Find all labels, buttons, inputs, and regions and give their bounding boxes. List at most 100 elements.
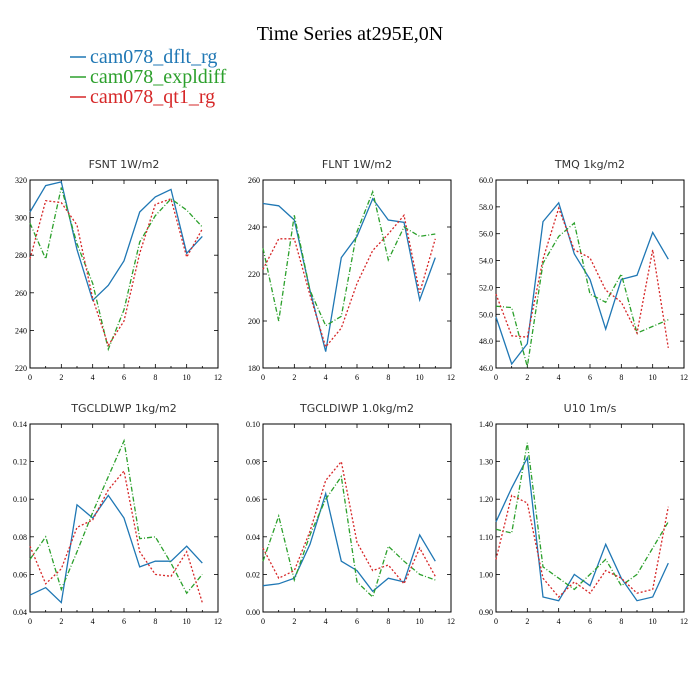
y-tick-label: 0.10	[13, 495, 27, 504]
panel-title: TGCLDIWP 1.0kg/m2	[299, 402, 414, 415]
y-tick-label: 0.02	[246, 570, 260, 579]
panel-2: FLNT 1W/m2 0 2 4 6 8 10 12 180 200 220 240 260	[248, 158, 455, 382]
x-tick-label: 12	[447, 617, 455, 626]
y-tick-label: 0.90	[479, 608, 493, 617]
x-tick-label: 10	[183, 617, 191, 626]
x-tick-label: 6	[588, 373, 592, 382]
legend-label-dflt: cam078_dflt_rg	[90, 46, 217, 68]
y-tick-label: 260	[248, 176, 260, 185]
y-tick-label: 0.06	[246, 495, 260, 504]
x-tick-label: 8	[386, 617, 390, 626]
y-tick-label: 220	[15, 364, 27, 373]
series-line-expl	[495, 442, 669, 591]
plot-frame	[262, 423, 452, 613]
y-tick-label: 46.0	[479, 364, 493, 373]
y-tick-label: 260	[15, 289, 27, 298]
y-tick-label: 1.30	[479, 458, 493, 467]
x-tick-label: 6	[355, 617, 359, 626]
x-tick-label: 0	[494, 617, 498, 626]
x-tick-label: 6	[122, 373, 126, 382]
series-line-expl	[29, 438, 203, 595]
legend-label-expl: cam078_expldiff	[90, 66, 227, 88]
y-tick-label: 240	[15, 326, 27, 335]
x-tick-label: 2	[292, 373, 296, 382]
x-tick-label: 10	[183, 373, 191, 382]
series-line-qt1	[29, 469, 203, 603]
x-tick-label: 6	[122, 617, 126, 626]
legend-entry-dflt: cam078_dflt_rg	[70, 46, 217, 68]
legend-label-qt1: cam078_qt1_rg	[90, 86, 215, 108]
y-tick-label: 0.00	[246, 608, 260, 617]
y-tick-label: 200	[248, 317, 260, 326]
y-tick-label: 52.0	[479, 283, 493, 292]
series-line-dflt	[262, 491, 436, 593]
series-line-dflt	[29, 181, 203, 302]
series-line-dflt	[495, 201, 669, 366]
panel-title: TGCLDLWP 1kg/m2	[70, 402, 176, 415]
y-tick-label: 0.12	[13, 458, 27, 467]
y-tick-label: 50.0	[479, 310, 493, 319]
panel-6: U10 1m/s 0 2 4 6 8 10 12 0.90 1.00 1.10 1.20 1.30 1.4…	[479, 402, 688, 626]
x-tick-label: 12	[680, 617, 688, 626]
x-tick-label: 10	[416, 617, 424, 626]
x-tick-label: 4	[91, 617, 95, 626]
panel-4: TGCLDLWP 1kg/m2 0 2 4 6 8 10 12 0.04 0.06 0.08 0.10…	[13, 402, 222, 626]
x-tick-label: 8	[619, 373, 623, 382]
y-tick-label: 300	[15, 214, 27, 223]
x-tick-label: 8	[619, 617, 623, 626]
y-tick-label: 58.0	[479, 203, 493, 212]
x-tick-label: 0	[261, 373, 265, 382]
figure-title: Time Series at295E,0N	[257, 23, 443, 45]
y-tick-label: 180	[248, 364, 260, 373]
y-tick-label: 60.0	[479, 176, 493, 185]
panels: FSNT 1W/m20 2 4 6 8 10 12220240260280300320FLN…	[13, 158, 688, 626]
panel-title: FLNT 1W/m2	[322, 158, 392, 171]
y-tick-label: 1.00	[479, 570, 493, 579]
y-tick-label: 240	[248, 223, 260, 232]
x-tick-label: 0	[28, 373, 32, 382]
y-tick-label: 56.0	[479, 230, 493, 239]
series-line-expl	[262, 474, 436, 599]
x-tick-label: 4	[324, 373, 328, 382]
x-tick-label: 2	[59, 373, 63, 382]
x-tick-label: 2	[525, 617, 529, 626]
x-tick-label: 8	[153, 617, 157, 626]
x-tick-label: 0	[28, 617, 32, 626]
legend: cam078_dflt_rg cam078_expldiff cam078_qt…	[70, 46, 227, 108]
y-tick-label: 280	[15, 251, 27, 260]
series-line-qt1	[495, 494, 669, 598]
y-tick-label: 0.10	[246, 420, 260, 429]
x-tick-label: 10	[649, 373, 657, 382]
y-tick-label: 0.14	[13, 420, 27, 429]
series-line-qt1	[29, 197, 203, 347]
panel-1: FSNT 1W/m2 0 2 4 6 8 10 12 220 240 260 280 300 320	[15, 158, 222, 382]
series-line-expl	[29, 187, 203, 352]
panel-3: TMQ 1kg/m2 0 2 4 6 8 10 12 46.0 48.0 50.0 52.0 54.0 5…	[479, 158, 688, 382]
x-tick-label: 0	[494, 373, 498, 382]
x-tick-label: 12	[214, 373, 222, 382]
x-tick-label: 4	[557, 373, 561, 382]
series-line-dflt	[495, 455, 669, 602]
legend-entry-expl: cam078_expldiff	[70, 66, 227, 88]
y-tick-label: 48.0	[479, 337, 493, 346]
series-line-qt1	[495, 206, 669, 349]
x-tick-label: 2	[292, 617, 296, 626]
x-tick-label: 8	[153, 373, 157, 382]
x-tick-label: 0	[261, 617, 265, 626]
legend-entry-qt1: cam078_qt1_rg	[70, 86, 215, 108]
x-tick-label: 12	[214, 617, 222, 626]
x-tick-label: 6	[355, 373, 359, 382]
plot-frame	[262, 179, 452, 369]
y-tick-label: 0.08	[246, 458, 260, 467]
y-tick-label: 0.04	[246, 533, 260, 542]
series-line-expl	[262, 189, 436, 327]
panel-5: TGCLDIWP 1.0kg/m2 0 2 4 6 8 10 12 0.00 0.02 0.04 0.…	[246, 402, 455, 626]
panel-title: U10 1m/s	[564, 402, 617, 415]
y-tick-label: 1.10	[479, 533, 493, 542]
y-tick-label: 0.08	[13, 533, 27, 542]
x-tick-label: 2	[59, 617, 63, 626]
plot-frame	[495, 179, 685, 369]
plot-frame	[495, 423, 685, 613]
x-tick-label: 4	[557, 617, 561, 626]
